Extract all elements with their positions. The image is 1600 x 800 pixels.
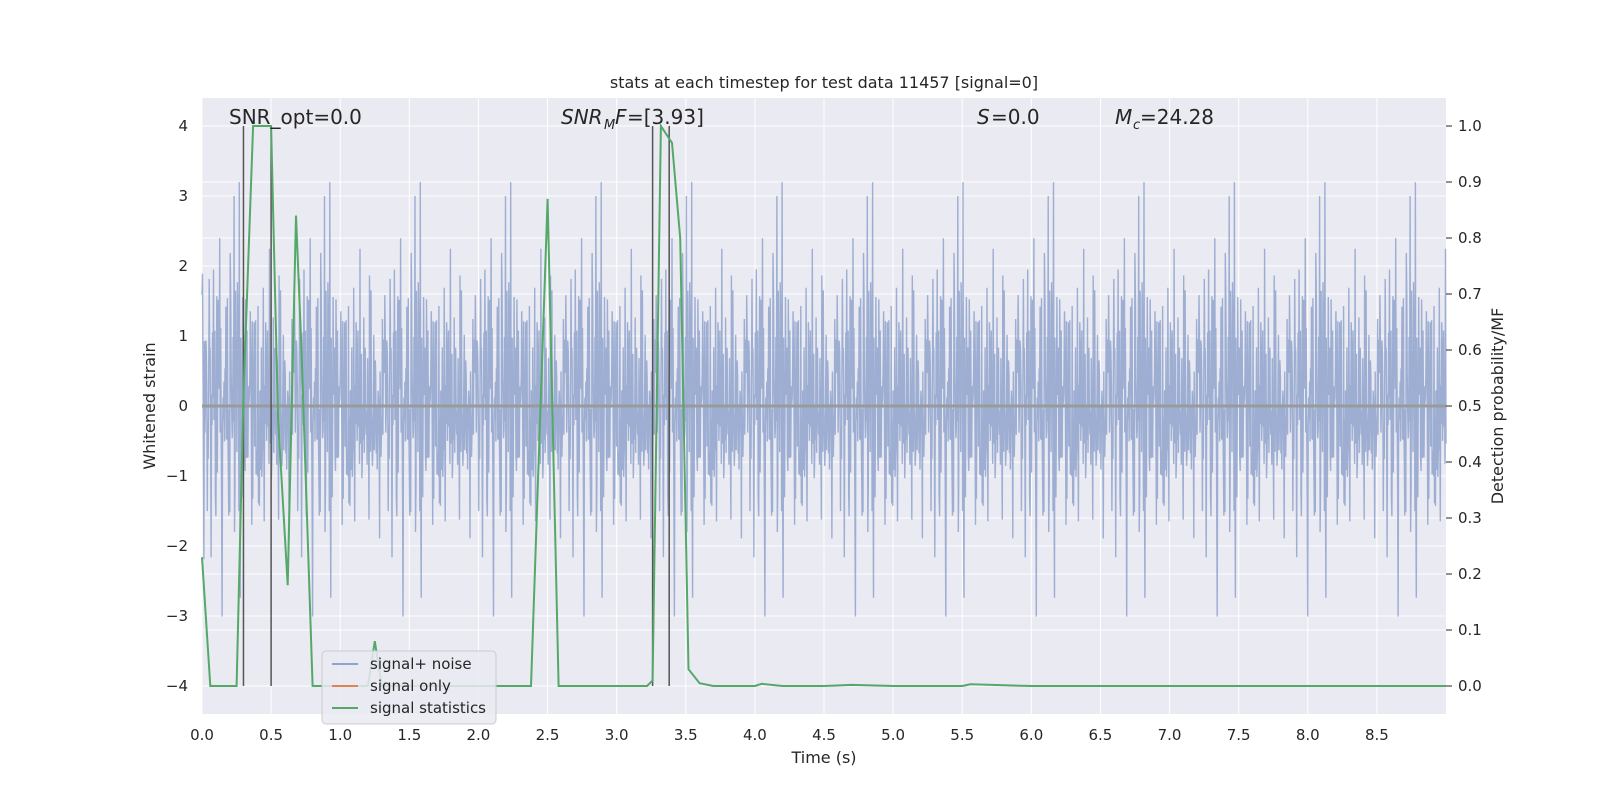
x-tick-label: 8.0 <box>1296 726 1320 744</box>
annotation-s: S =0.0 <box>977 105 1040 129</box>
svg-text:=24.28: =24.28 <box>1140 105 1214 129</box>
svg-text:SNR: SNR <box>561 105 603 129</box>
annotation-snr-opt: SNR_opt=0.0 <box>229 105 362 129</box>
svg-text:=[3.93]: =[3.93] <box>627 105 704 129</box>
y-right-tick-label: 0.9 <box>1458 173 1482 191</box>
svg-text:=0.0: =0.0 <box>991 105 1040 129</box>
y-right-tick-label: 0.7 <box>1458 285 1482 303</box>
y-right-axis-ticks: 0.0 0.1 0.2 0.3 0.4 0.5 0.6 0.7 0.8 0.9 1.0 <box>1446 117 1482 695</box>
legend: signal+ noise signal only signal statist… <box>321 650 497 725</box>
y-tick-label: 4 <box>178 117 188 135</box>
x-tick-label: 3.5 <box>674 726 698 744</box>
y-right-tick-label: 0.8 <box>1458 229 1482 247</box>
y-right-tick-label: 0.0 <box>1458 677 1482 695</box>
x-tick-label: 6.0 <box>1019 726 1043 744</box>
y-right-tick-label: 0.2 <box>1458 565 1482 583</box>
annotation-snr-mf: SNR M F =[3.93] <box>561 105 704 133</box>
svg-text:S: S <box>977 105 990 129</box>
x-tick-label: 0.0 <box>190 726 214 744</box>
y-tick-label: −1 <box>166 467 188 485</box>
x-axis-label: Time (s) <box>790 748 856 767</box>
y-axis-ticks: −4 −3 −2 −1 0 1 2 3 4 <box>166 117 188 695</box>
y-right-tick-label: 0.4 <box>1458 453 1482 471</box>
svg-text:M: M <box>1115 105 1132 129</box>
y-tick-label: 0 <box>178 397 188 415</box>
x-tick-label: 1.0 <box>328 726 352 744</box>
x-tick-label: 1.5 <box>397 726 421 744</box>
x-tick-label: 2.0 <box>467 726 491 744</box>
y-axis-label: Whitened strain <box>140 342 159 469</box>
statistics-line <box>201 122 1446 687</box>
x-tick-label: 0.5 <box>259 726 283 744</box>
y-tick-label: 2 <box>178 257 188 275</box>
x-tick-label: 3.0 <box>605 726 629 744</box>
y-right-tick-label: 0.1 <box>1458 621 1482 639</box>
x-tick-label: 4.0 <box>743 726 767 744</box>
svg-text:M: M <box>604 118 615 133</box>
y-tick-label: 3 <box>178 187 188 205</box>
x-tick-label: 5.5 <box>950 726 974 744</box>
signal-statistics-series <box>201 122 1446 687</box>
y-right-tick-label: 0.3 <box>1458 509 1482 527</box>
y-tick-label: −2 <box>166 537 188 555</box>
x-tick-label: 8.5 <box>1365 726 1389 744</box>
y-right-tick-label: 1.0 <box>1458 117 1482 135</box>
x-tick-label: 6.5 <box>1089 726 1113 744</box>
y-tick-label: 1 <box>178 327 188 345</box>
y-tick-label: −3 <box>166 607 188 625</box>
y-right-axis-label: Detection probability/MF <box>1488 308 1507 505</box>
noise-series <box>201 182 1447 617</box>
y-right-tick-label: 0.6 <box>1458 341 1482 359</box>
x-tick-label: 5.0 <box>881 726 905 744</box>
x-tick-label: 7.5 <box>1227 726 1251 744</box>
x-tick-label: 2.5 <box>536 726 560 744</box>
chart-title: stats at each timestep for test data 114… <box>610 73 1038 92</box>
x-tick-label: 7.0 <box>1158 726 1182 744</box>
legend-label-noise: signal+ noise <box>370 655 472 673</box>
x-tick-label: 4.5 <box>812 726 836 744</box>
legend-label-signal: signal only <box>370 677 451 695</box>
svg-text:F: F <box>615 105 627 129</box>
annotation-mc: M c =24.28 <box>1115 105 1214 133</box>
x-axis-ticks: 0.0 0.5 1.0 1.5 2.0 2.5 3.0 3.5 4.0 4.5 5.0 5.5 6.0 6… <box>190 726 1389 744</box>
noise-line <box>201 182 1447 617</box>
legend-label-statistics: signal statistics <box>370 699 486 717</box>
y-right-tick-label: 0.5 <box>1458 397 1482 415</box>
svg-text:c: c <box>1133 118 1140 133</box>
y-tick-label: −4 <box>166 677 188 695</box>
